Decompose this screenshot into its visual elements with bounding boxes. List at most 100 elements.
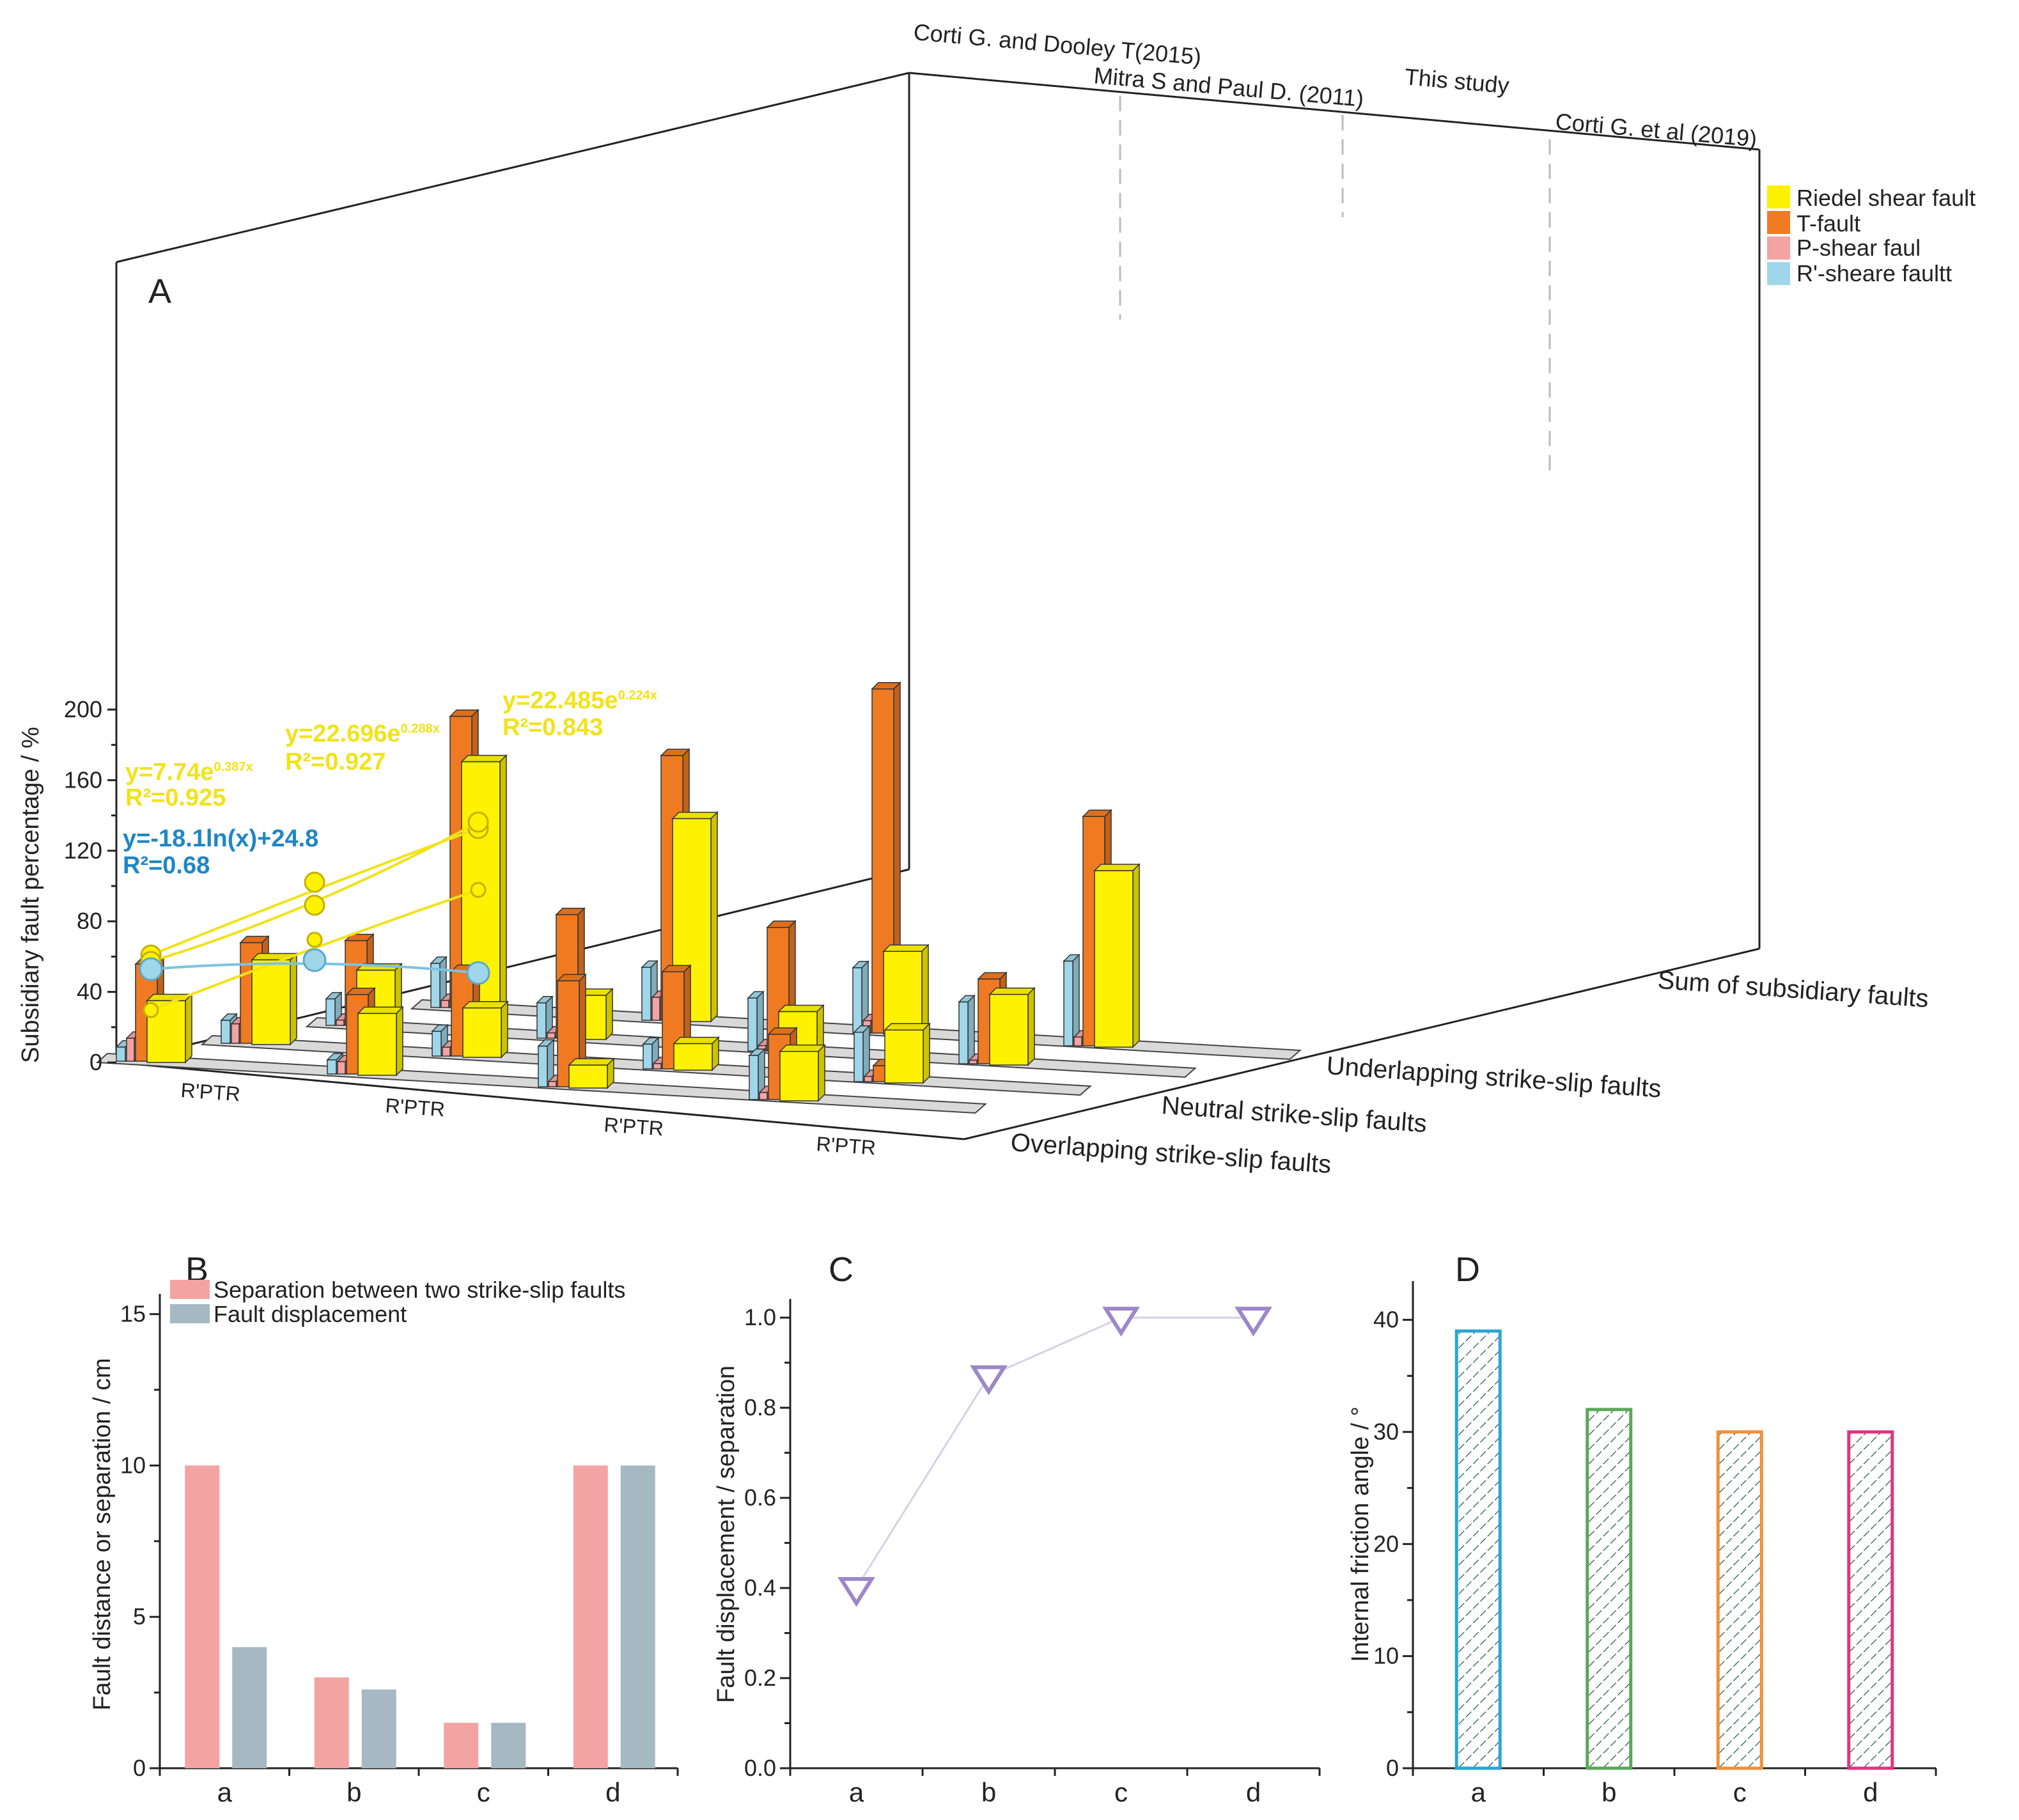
bar-p-shear	[442, 1046, 451, 1057]
c-x-tick-label: d	[1246, 1777, 1261, 1807]
equation-3: y=22.485e0.224x	[503, 687, 657, 714]
bar-p-shear	[969, 1059, 978, 1064]
b-x-tick-label: a	[217, 1777, 233, 1807]
fit-point-blue	[302, 948, 327, 972]
b-bar-separation	[573, 1465, 608, 1768]
bar-riedel	[357, 1013, 397, 1076]
fit-point-yellow	[304, 871, 325, 893]
panel-d: D Internal friction angle / ° 0 10 20 30 40 a…	[1347, 1250, 1937, 1807]
frame-top-edge	[116, 72, 910, 263]
c-y-tick-label: 0.4	[744, 1575, 776, 1601]
bar-top-riedel	[460, 754, 508, 763]
legend-swatch-t-fault	[1767, 211, 1790, 234]
d-x-tick-label: c	[1733, 1777, 1747, 1807]
bar-r-prime	[643, 1043, 653, 1069]
legend-label-p-shear: P-shear faul	[1797, 235, 1921, 261]
bar-p-shear	[440, 1000, 449, 1008]
d-y-tick-label: 20	[1373, 1530, 1399, 1557]
b-y-tick-label: 10	[120, 1452, 146, 1478]
b-y-tick-label: 5	[133, 1603, 146, 1629]
bar-r-prime	[325, 998, 336, 1026]
panel-b-y-title: Fault distance or separation / cm	[89, 1358, 116, 1710]
source-label-2: Mitra S and Paul D. (2011)	[1093, 62, 1364, 112]
panel-a-letter: A	[148, 272, 171, 311]
fit-equations: y=7.74e0.387x R²=0.925 y=22.696e0.288x R…	[123, 687, 657, 879]
b-x-tick-label: c	[477, 1777, 490, 1807]
group-label-b: R'PTR	[385, 1094, 446, 1121]
legend-swatch-displacement	[170, 1304, 210, 1323]
bar-side-riedel	[923, 1022, 930, 1084]
legend-swatch-p-shear	[1767, 237, 1790, 260]
b-x-tick-label: d	[605, 1777, 620, 1807]
panel-d-bars	[1454, 1329, 1894, 1770]
panel-c-letter: C	[829, 1250, 854, 1289]
panel-a-frame	[115, 72, 1761, 1140]
bar-r-prime	[432, 1031, 442, 1057]
bar-r-prime	[749, 1055, 759, 1100]
bar-r-prime	[852, 967, 862, 1034]
bar-riedel	[462, 1007, 502, 1058]
bar-p-shear	[126, 1038, 135, 1062]
bar-top-riedel	[357, 1006, 404, 1015]
fit-point-yellow	[467, 811, 489, 833]
bar-top-riedel	[671, 811, 719, 820]
equation-2: y=22.696e0.288x	[285, 720, 440, 747]
c-data-point	[970, 1365, 1008, 1396]
source-label-3: This study	[1403, 63, 1510, 98]
bar-side-riedel	[710, 811, 718, 1023]
d-y-tick-label: 0	[1386, 1755, 1399, 1781]
group-label-d: R'PTR	[816, 1132, 877, 1159]
bar-r-prime	[536, 1002, 547, 1039]
bar-r-prime	[747, 997, 758, 1052]
bar-riedel	[779, 1050, 819, 1101]
fit-point-yellow	[304, 894, 325, 916]
a-y-tick-label: 80	[77, 908, 102, 934]
d-x-tick-label: b	[1602, 1777, 1616, 1807]
d-y-tick-label: 40	[1373, 1307, 1399, 1333]
a-y-tick-label: 200	[64, 696, 102, 722]
bar-top-riedel	[673, 1036, 720, 1045]
bar-top-riedel	[568, 1058, 615, 1066]
b-bar-displacement	[361, 1689, 396, 1768]
bar-riedel	[884, 1029, 924, 1084]
panel-c-axes: 0.0 0.2 0.4 0.6 0.8 1.0 a b c d	[744, 1299, 1321, 1807]
equation-1: y=7.74e0.387x	[125, 759, 253, 786]
panel-c-y-title: Fault displacement / separation	[713, 1365, 740, 1703]
equation-1-r2: R²=0.925	[125, 784, 226, 811]
bar-r-prime	[327, 1059, 337, 1075]
group-label-a: R'PTR	[180, 1078, 242, 1105]
panel-a-fit-curves	[139, 811, 490, 1018]
legend-swatch-r-prime	[1767, 262, 1790, 285]
bar-p-shear	[864, 1075, 873, 1082]
bar-p-shear	[548, 1080, 557, 1087]
d-bar-c	[1716, 1430, 1763, 1770]
c-data-point	[838, 1577, 875, 1607]
c-y-tick-label: 1.0	[744, 1304, 776, 1330]
b-y-tick-label: 15	[120, 1301, 146, 1327]
c-series-line	[855, 1316, 1254, 1589]
panel-b-legend: Separation between two strike-slip fault…	[170, 1277, 625, 1327]
c-y-tick-label: 0.6	[744, 1484, 776, 1511]
equation-4-r2: R²=0.68	[123, 852, 210, 879]
equation-2-r2: R²=0.927	[285, 749, 386, 775]
bar-r-prime	[854, 1031, 864, 1082]
fit-point-blue	[139, 957, 163, 981]
bar-top-riedel	[882, 944, 930, 953]
d-x-tick-label: a	[1471, 1777, 1486, 1807]
d-x-tick-label: d	[1863, 1777, 1878, 1807]
b-y-tick-label: 0	[133, 1755, 146, 1781]
panel-a: 0 40 80 120 160 200 A Subsidiary fault percen…	[17, 19, 1976, 1179]
bar-p-shear	[336, 1019, 345, 1026]
fit-point-yellow	[306, 931, 323, 948]
legend-label-displacement: Fault displacement	[214, 1301, 407, 1327]
panel-d-letter: D	[1455, 1250, 1480, 1289]
bar-riedel	[883, 951, 923, 1035]
bar-top-riedel	[884, 1023, 931, 1031]
bar-r-prime	[641, 967, 651, 1021]
fit-point-blue	[466, 961, 490, 985]
panel-c-plot	[838, 1307, 1272, 1607]
b-bar-separation	[185, 1465, 220, 1768]
c-x-tick-label: c	[1114, 1777, 1128, 1807]
bar-p-shear	[337, 1061, 346, 1075]
bar-top-riedel	[1093, 864, 1141, 871]
